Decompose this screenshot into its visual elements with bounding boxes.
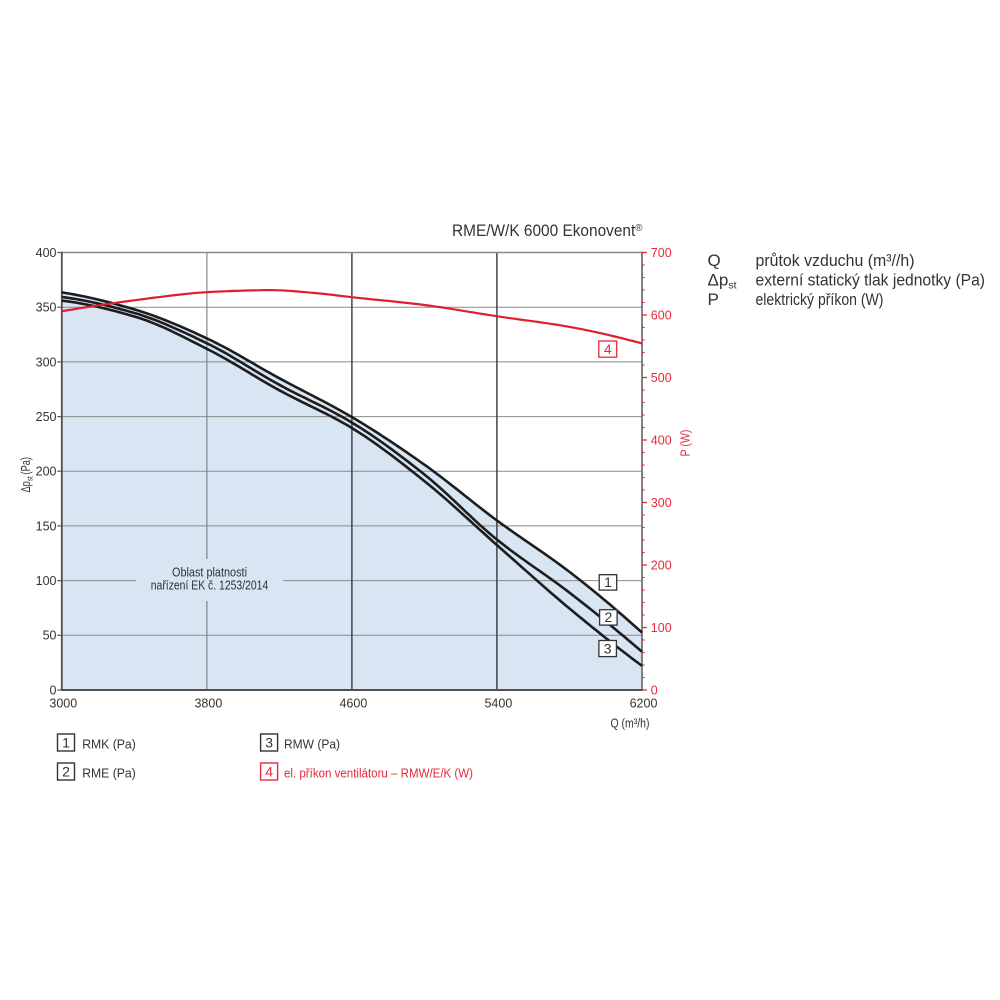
svg-text:RME/W/K 6000 Ekonovent®: RME/W/K 6000 Ekonovent® xyxy=(452,222,643,240)
svg-text:350: 350 xyxy=(36,301,57,315)
svg-text:400: 400 xyxy=(36,246,57,260)
svg-text:1: 1 xyxy=(62,735,70,751)
svg-text:50: 50 xyxy=(43,629,57,643)
svg-text:3800: 3800 xyxy=(194,697,222,711)
svg-text:4: 4 xyxy=(265,764,273,780)
svg-text:300: 300 xyxy=(36,355,57,369)
svg-text:nařízení EK č. 1253/2014: nařízení EK č. 1253/2014 xyxy=(151,579,269,593)
svg-text:5400: 5400 xyxy=(484,697,512,711)
svg-text:průtok vzduchu (m³//h): průtok vzduchu (m³//h) xyxy=(756,251,915,270)
svg-text:RMK (Pa): RMK (Pa) xyxy=(82,737,136,751)
svg-text:100: 100 xyxy=(651,621,672,635)
svg-text:1: 1 xyxy=(604,574,612,590)
svg-text:400: 400 xyxy=(651,433,672,447)
svg-text:3: 3 xyxy=(265,735,273,751)
svg-text:elektrický příkon (W): elektrický příkon (W) xyxy=(756,290,884,309)
svg-text:3: 3 xyxy=(604,640,612,656)
svg-text:3000: 3000 xyxy=(49,697,77,711)
svg-text:Δpst (Pa): Δpst (Pa) xyxy=(20,457,35,493)
svg-text:700: 700 xyxy=(651,246,672,260)
svg-text:200: 200 xyxy=(36,465,57,479)
svg-text:250: 250 xyxy=(36,410,57,424)
svg-text:Q (m³/h): Q (m³/h) xyxy=(611,717,650,731)
svg-text:200: 200 xyxy=(651,558,672,572)
svg-text:150: 150 xyxy=(36,519,57,533)
svg-text:RME (Pa): RME (Pa) xyxy=(82,766,136,780)
svg-text:600: 600 xyxy=(651,308,672,322)
svg-text:300: 300 xyxy=(651,496,672,510)
svg-text:P: P xyxy=(708,290,719,309)
svg-text:500: 500 xyxy=(651,371,672,385)
svg-text:Q: Q xyxy=(708,251,721,270)
svg-text:Oblast platnosti: Oblast platnosti xyxy=(172,566,247,580)
svg-text:2: 2 xyxy=(605,609,613,625)
svg-text:P (W): P (W) xyxy=(679,429,693,456)
svg-text:RMW (Pa): RMW (Pa) xyxy=(284,737,340,751)
svg-text:2: 2 xyxy=(62,764,70,780)
svg-text:4600: 4600 xyxy=(339,697,367,711)
svg-text:4: 4 xyxy=(604,341,612,357)
svg-text:el. příkon ventilátoru – RMW/E: el. příkon ventilátoru – RMW/E/K (W) xyxy=(284,766,473,780)
svg-text:0: 0 xyxy=(651,683,658,697)
svg-text:0: 0 xyxy=(50,683,57,697)
svg-text:6200: 6200 xyxy=(630,697,658,711)
svg-text:100: 100 xyxy=(36,574,57,588)
svg-text:externí statický tlak jednotky: externí statický tlak jednotky (Pa) xyxy=(756,271,986,290)
